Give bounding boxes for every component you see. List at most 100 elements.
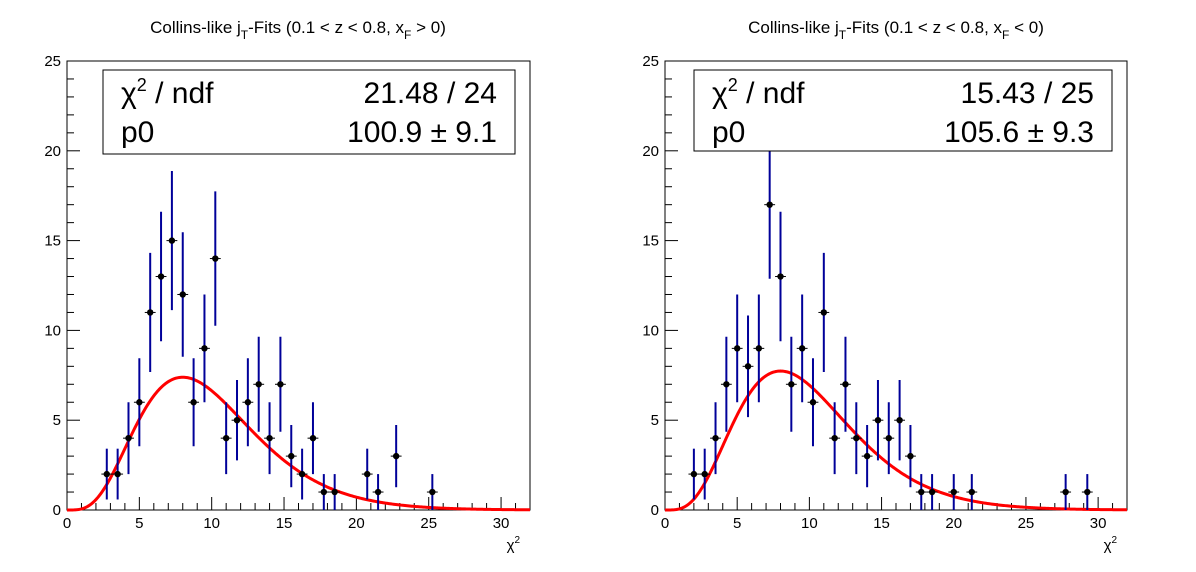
stat-p0-value: 100.9 ± 9.1 (347, 116, 497, 149)
y-tick-label: 15 (44, 233, 61, 250)
x-tick-label: 0 (63, 515, 71, 532)
data-point (926, 474, 938, 510)
data-marker (168, 237, 176, 244)
data-point (296, 448, 308, 500)
data-point (829, 402, 841, 475)
data-point (426, 474, 438, 510)
y-tick-label: 25 (44, 53, 61, 70)
data-point (264, 402, 275, 475)
data-marker (201, 345, 208, 352)
chart-panel-left: Collins-like jT-Fits (0.1 < z < 0.8, xF … (44, 18, 531, 554)
data-point (840, 336, 851, 432)
data-point (1081, 474, 1093, 510)
data-point (796, 294, 808, 403)
stat-chi2-label: χ2 / ndf (121, 75, 214, 110)
data-marker (809, 399, 817, 406)
x-tick-label: 20 (348, 515, 365, 532)
data-point (166, 171, 178, 311)
data-point (155, 211, 167, 342)
data-marker (364, 470, 371, 478)
data-marker (298, 470, 306, 478)
y-tick-label: 0 (53, 502, 61, 519)
x-tick-label: 10 (801, 515, 818, 532)
data-marker (744, 363, 752, 370)
stat-p0-value: 105.6 ± 9.3 (944, 116, 1094, 149)
data-marker (950, 488, 957, 496)
data-marker (157, 273, 165, 280)
data-marker (233, 417, 241, 424)
data-marker (820, 309, 828, 316)
data-point (850, 402, 862, 475)
y-tick-label: 15 (642, 233, 659, 250)
data-point (253, 336, 265, 432)
data-point (123, 402, 134, 475)
data-marker (103, 470, 110, 478)
data-point (199, 294, 210, 403)
data-marker (331, 488, 338, 496)
stat-box (693, 69, 1113, 152)
data-marker (266, 434, 273, 442)
data-marker (190, 399, 197, 406)
data-point (894, 380, 906, 461)
stat-box (102, 69, 516, 155)
x-tick-label: 5 (733, 515, 741, 532)
stat-chi2-label: χ2 / ndf (712, 75, 805, 110)
stat-p0-label: p0 (712, 116, 745, 149)
fit-curve (67, 375, 531, 512)
data-point (144, 252, 156, 373)
data-point (177, 232, 189, 357)
x-tick-label: 10 (203, 515, 220, 532)
data-point (307, 402, 319, 475)
data-marker (1062, 488, 1069, 496)
chart-title: Collins-like jT-Fits (0.1 < z < 0.8, xF … (748, 18, 1044, 42)
y-tick-label: 10 (44, 322, 61, 339)
data-marker (777, 273, 784, 280)
data-marker (863, 452, 871, 460)
data-point (764, 130, 776, 279)
data-point (775, 211, 786, 342)
data-point (242, 358, 254, 447)
data-point (188, 358, 200, 447)
data-marker (392, 452, 400, 460)
data-marker (907, 452, 914, 460)
stat-p0-label: p0 (121, 116, 154, 149)
data-point (710, 402, 721, 475)
y-tick-label: 25 (642, 53, 659, 70)
data-marker (179, 291, 186, 298)
data-marker (146, 309, 154, 316)
data-point (807, 358, 819, 447)
data-marker (244, 399, 252, 406)
data-point (720, 336, 732, 432)
data-point (285, 425, 297, 488)
data-marker (874, 417, 882, 424)
data-point (731, 294, 743, 403)
data-marker (136, 399, 143, 406)
data-marker (255, 381, 262, 388)
y-tick-label: 10 (642, 322, 659, 339)
data-marker (429, 488, 436, 496)
data-point (883, 402, 895, 475)
data-point (1060, 474, 1072, 510)
data-marker (788, 381, 795, 388)
data-point (390, 425, 402, 488)
data-marker (288, 452, 295, 460)
data-marker (320, 488, 328, 496)
data-marker (885, 434, 892, 442)
data-point (361, 448, 373, 500)
x-tick-label: 15 (873, 515, 890, 532)
data-marker (831, 434, 838, 442)
data-point (818, 252, 830, 373)
data-marker (918, 488, 925, 496)
data-point (318, 474, 330, 510)
x-tick-label: 15 (276, 515, 293, 532)
data-marker (896, 417, 903, 424)
data-point (688, 448, 700, 500)
data-point (861, 425, 873, 488)
data-marker (798, 345, 806, 352)
x-tick-label: 30 (493, 515, 510, 532)
x-axis-label: χ2 (507, 535, 521, 554)
y-tick-label: 5 (53, 412, 61, 429)
data-marker (690, 470, 698, 478)
data-marker (114, 470, 121, 478)
data-marker (222, 434, 230, 442)
